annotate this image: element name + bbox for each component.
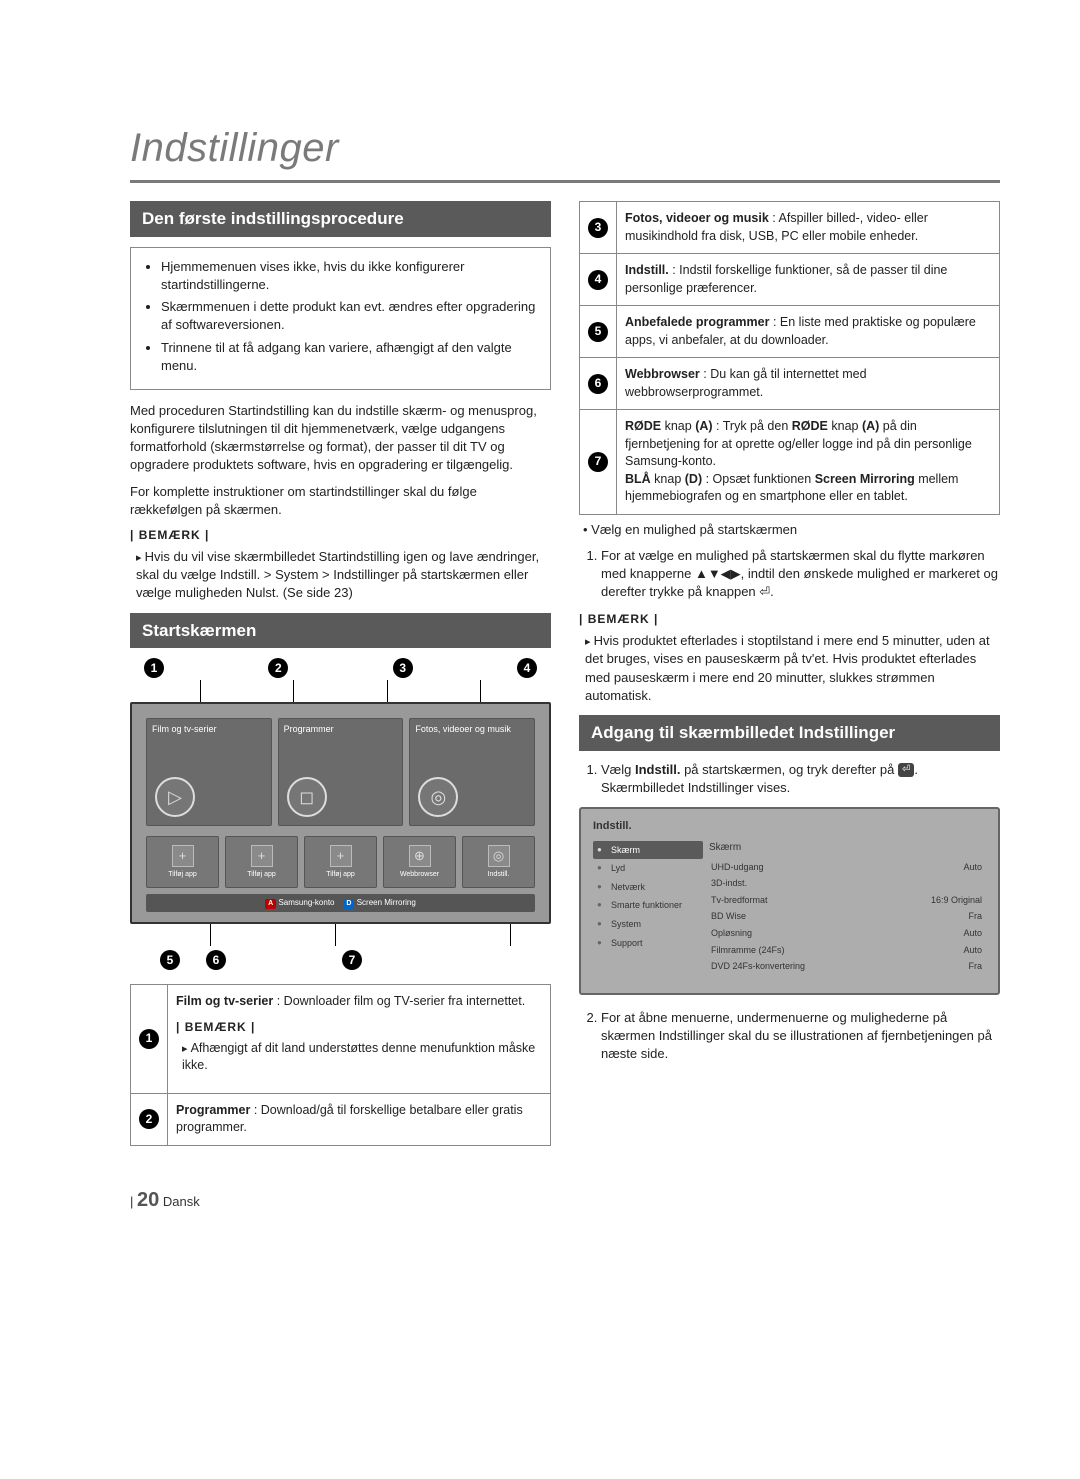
body-text: Med proceduren Startindstilling kan du i…	[130, 402, 551, 475]
table-row: 3Fotos, videoer og musik : Afspiller bil…	[580, 202, 1000, 254]
step-item: For at vælge en mulighed på startskærmen…	[601, 547, 1000, 602]
two-column-layout: Den første indstillingsprocedure Hjemmem…	[130, 201, 1000, 1152]
settings-menu: Skærm Lyd Netværk Smarte funktioner Syst…	[593, 841, 703, 975]
right-column: 3Fotos, videoer og musik : Afspiller bil…	[579, 201, 1000, 1152]
step-item: Vælg Indstill. på startskærmen, og tryk …	[601, 761, 1000, 797]
section-header-settings-screen: Adgang til skærmbilledet Indstillinger	[579, 715, 1000, 751]
page-footer: | 20 Dansk	[130, 1186, 1000, 1214]
home-screen-illustration: Film og tv-serier ▷ Programmer ◻ Fotos, …	[130, 702, 551, 924]
page-lang: Dansk	[163, 1194, 200, 1209]
callout-row-bottom: 5 6 7	[130, 950, 551, 970]
page-title: Indstillinger	[130, 120, 1000, 183]
steps-list: For at vælge en mulighed på startskærmen…	[579, 547, 1000, 602]
home-small-addapp: +Tilføj app	[146, 836, 219, 888]
settings-screen-illustration: Indstill. Skærm Lyd Netværk Smarte funkt…	[579, 807, 1000, 995]
settings-row: Filmramme (24Fs)Auto	[707, 942, 986, 959]
home-tile-movies: Film og tv-serier ▷	[146, 718, 272, 826]
settings-menu-item: Support	[593, 934, 703, 953]
home-tile-media: Fotos, videoer og musik ◎	[409, 718, 535, 826]
settings-row: UHD-udgangAuto	[707, 859, 986, 876]
tile-label: Film og tv-serier	[152, 724, 217, 734]
desc-cell: Film og tv-serier : Downloader film og T…	[168, 985, 551, 1093]
home-small-addapp: +Tilføj app	[304, 836, 377, 888]
home-tile-programs: Programmer ◻	[278, 718, 404, 826]
table-row: 2 Programmer : Download/gå til forskelli…	[131, 1093, 551, 1145]
table-row: 7RØDE knap (A) : Tryk på den RØDE knap (…	[580, 410, 1000, 515]
table-row: 1 Film og tv-serier : Downloader film og…	[131, 985, 551, 1093]
manual-page: Indstillinger Den første indstillingspro…	[0, 0, 1080, 1274]
play-icon: ▷	[155, 777, 195, 817]
table-row: 5Anbefalede programmer : En liste med pr…	[580, 306, 1000, 358]
settings-row: OpløsningAuto	[707, 925, 986, 942]
settings-row: Tv-bredformat16:9 Original	[707, 892, 986, 909]
home-small-webbrowser: ⊕Webbrowser	[383, 836, 456, 888]
description-table-left: 1 Film og tv-serier : Downloader film og…	[130, 984, 551, 1145]
settings-panel: Skærm UHD-udgangAuto 3D-indst. Tv-bredfo…	[707, 841, 986, 975]
callout-lines	[130, 680, 551, 702]
table-row: 6Webbrowser : Du kan gå til internettet …	[580, 358, 1000, 410]
plus-icon: +	[172, 845, 194, 867]
tile-label: Programmer	[284, 724, 334, 734]
camera-icon: ◎	[418, 777, 458, 817]
notice-item: Skærmmenuen i dette produkt kan evt. ænd…	[161, 298, 538, 334]
step-item: For at åbne menuerne, undermenuerne og m…	[601, 1009, 1000, 1064]
callout-number: 5	[160, 950, 180, 970]
callout-row-top: 1 2 3 4	[130, 658, 551, 678]
bullet-list: Vælg en mulighed på startskærmen	[579, 521, 1000, 539]
section-header-first-setup: Den første indstillingsprocedure	[130, 201, 551, 237]
table-row: 4Indstill. : Indstil forskellige funktio…	[580, 254, 1000, 306]
settings-menu-item: System	[593, 915, 703, 934]
notice-item: Trinnene til at få adgang kan variere, a…	[161, 339, 538, 375]
plus-icon: +	[330, 845, 352, 867]
description-table-right: 3Fotos, videoer og musik : Afspiller bil…	[579, 201, 1000, 515]
callout-number: 2	[268, 658, 288, 678]
callout-number: 1	[144, 658, 164, 678]
note-list: Hvis du vil vise skærmbilledet Startinds…	[130, 548, 551, 603]
globe-icon: ⊕	[409, 845, 431, 867]
body-text: For komplette instruktioner om startinds…	[130, 483, 551, 519]
settings-menu-item: Smarte funktioner	[593, 896, 703, 915]
settings-menu-item: Skærm	[593, 841, 703, 860]
plus-icon: +	[251, 845, 273, 867]
home-small-settings: ◎Indstill.	[462, 836, 535, 888]
notice-item: Hjemmemenuen vises ikke, hvis du ikke ko…	[161, 258, 538, 294]
apps-icon: ◻	[287, 777, 327, 817]
settings-row: BD WiseFra	[707, 908, 986, 925]
steps-list: Vælg Indstill. på startskærmen, og tryk …	[579, 761, 1000, 797]
callout-number: 4	[517, 658, 537, 678]
callout-number: 7	[342, 950, 362, 970]
callout-lines	[130, 924, 551, 946]
bullet-item: Vælg en mulighed på startskærmen	[583, 521, 1000, 539]
home-small-addapp: +Tilføj app	[225, 836, 298, 888]
notice-box: Hjemmemenuen vises ikke, hvis du ikke ko…	[130, 247, 551, 390]
note-item: Hvis produktet efterlades i stoptilstand…	[585, 632, 1000, 705]
page-number: 20	[137, 1189, 159, 1211]
callout-number: 6	[206, 950, 226, 970]
note-label: BEMÆRK	[579, 611, 1000, 628]
settings-title: Indstill.	[593, 819, 986, 834]
left-column: Den første indstillingsprocedure Hjemmem…	[130, 201, 551, 1152]
callout-number: 3	[393, 658, 413, 678]
enter-icon: ⏎	[898, 763, 914, 777]
home-bottom-bar: A Samsung-konto D Screen Mirroring	[146, 894, 535, 912]
note-item: Hvis du vil vise skærmbilledet Startinds…	[136, 548, 551, 603]
steps-list: For at åbne menuerne, undermenuerne og m…	[579, 1009, 1000, 1064]
section-header-home: Startskærmen	[130, 613, 551, 649]
settings-panel-title: Skærm	[707, 841, 986, 855]
settings-menu-item: Netværk	[593, 878, 703, 897]
settings-row: 3D-indst.	[707, 875, 986, 892]
gear-icon: ◎	[488, 845, 510, 867]
note-label: BEMÆRK	[130, 527, 551, 544]
tile-label: Fotos, videoer og musik	[415, 724, 511, 734]
note-list: Hvis produktet efterlades i stoptilstand…	[579, 632, 1000, 705]
settings-menu-item: Lyd	[593, 859, 703, 878]
settings-row: DVD 24Fs-konverteringFra	[707, 958, 986, 975]
desc-cell: Programmer : Download/gå til forskellige…	[168, 1093, 551, 1145]
